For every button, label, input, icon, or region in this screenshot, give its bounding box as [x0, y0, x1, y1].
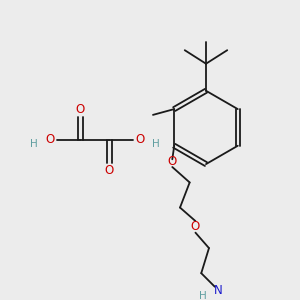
- Text: H: H: [199, 291, 207, 300]
- Text: O: O: [76, 103, 85, 116]
- Text: O: O: [45, 134, 54, 146]
- Text: O: O: [105, 164, 114, 177]
- Text: H: H: [30, 139, 38, 149]
- Text: N: N: [214, 284, 223, 297]
- Text: O: O: [191, 220, 200, 233]
- Text: O: O: [168, 155, 177, 168]
- Text: O: O: [136, 134, 145, 146]
- Text: H: H: [152, 139, 160, 149]
